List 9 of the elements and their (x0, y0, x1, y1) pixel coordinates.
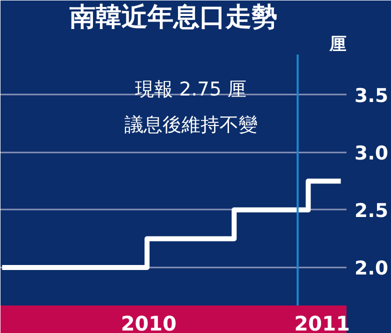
y-tick-label: 2.0 (354, 258, 388, 280)
chart-title: 南韓近年息口走勢 (68, 2, 278, 32)
annotation: 現報 2.75 厘 (135, 78, 246, 101)
y-tick-label: 3.0 (354, 142, 388, 164)
annotation: 議息後維持不變 (124, 114, 258, 136)
y-tick-label: 2.5 (354, 200, 388, 222)
x-tick-label: 2010 (120, 312, 177, 333)
y-tick-label: 3.5 (354, 84, 388, 107)
y-axis-title: 厘 (328, 34, 346, 54)
